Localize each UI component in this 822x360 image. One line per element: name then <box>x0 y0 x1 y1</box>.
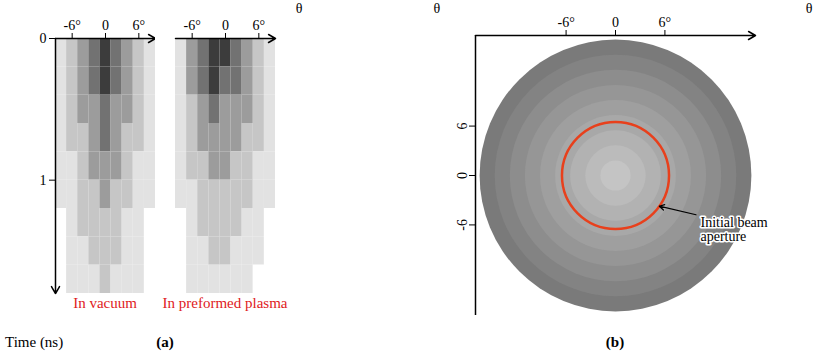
svg-text:0: 0 <box>612 15 619 30</box>
svg-text:-6°: -6° <box>557 15 574 30</box>
html-text:Time (ns): Time (ns) <box>5 334 64 350</box>
svg-text:-6: -6 <box>455 219 470 231</box>
svg-text:0: 0 <box>455 172 470 179</box>
svg-text:θ: θ <box>296 1 303 16</box>
html-text:In vacuum: In vacuum <box>73 295 137 311</box>
svg-text:-6°: -6° <box>184 18 201 33</box>
html-text:(a): (a) <box>156 334 174 350</box>
svg-text:0: 0 <box>102 18 109 33</box>
html-text:In preformed plasma: In preformed plasma <box>162 295 288 311</box>
svg-text:Initial beamaperture: Initial beamaperture <box>700 215 767 244</box>
svg-text:-6°: -6° <box>64 18 81 33</box>
svg-text:0: 0 <box>40 31 47 46</box>
html-text:(b): (b) <box>605 334 625 350</box>
svg-text:1: 1 <box>40 173 47 188</box>
svg-text:6°: 6° <box>659 15 672 30</box>
svg-text:6: 6 <box>455 123 470 130</box>
svg-text:θ: θ <box>806 1 813 16</box>
svg-text:0: 0 <box>222 18 229 33</box>
svg-text:6°: 6° <box>133 18 146 33</box>
svg-text:6°: 6° <box>253 18 266 33</box>
svg-text:θ: θ <box>434 1 441 16</box>
